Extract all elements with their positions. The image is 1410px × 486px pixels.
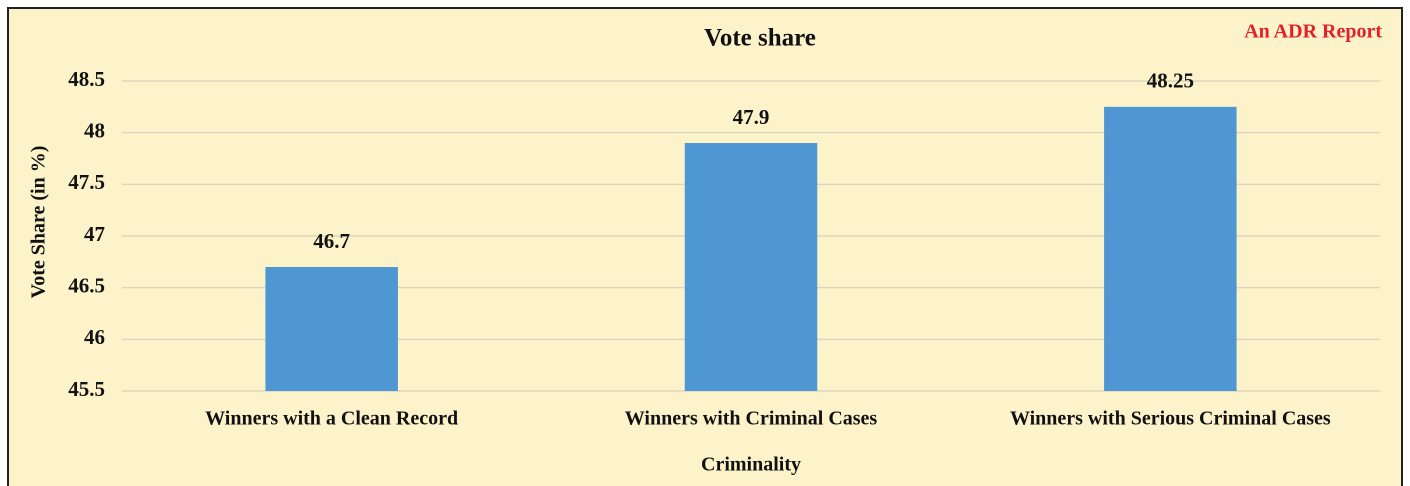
chart-title: Vote share: [704, 25, 816, 52]
y-tick-label: 47: [84, 222, 105, 246]
y-tick-label: 45.5: [68, 377, 105, 401]
x-tick-label: Winners with Criminal Cases: [625, 408, 878, 430]
y-tick-label: 46.5: [68, 273, 105, 297]
y-tick-label: 48.5: [68, 67, 105, 91]
y-tick-label: 48: [84, 118, 105, 142]
y-axis-label: Vote Share (in %): [28, 146, 50, 299]
annotation: An ADR Report: [1244, 21, 1382, 43]
bar: [265, 267, 398, 391]
y-tick-label: 46: [84, 325, 105, 349]
data-label: 47.9: [733, 105, 770, 129]
x-axis-label: Criminality: [701, 454, 801, 476]
y-tick-label: 47.5: [68, 170, 105, 194]
data-label: 46.7: [313, 229, 350, 253]
bar: [684, 143, 818, 391]
data-label: 48.25: [1147, 69, 1194, 93]
bar: [1104, 106, 1237, 391]
x-tick-label: Winners with Serious Criminal Cases: [1010, 408, 1331, 430]
x-tick-label: Winners with a Clean Record: [205, 408, 458, 430]
